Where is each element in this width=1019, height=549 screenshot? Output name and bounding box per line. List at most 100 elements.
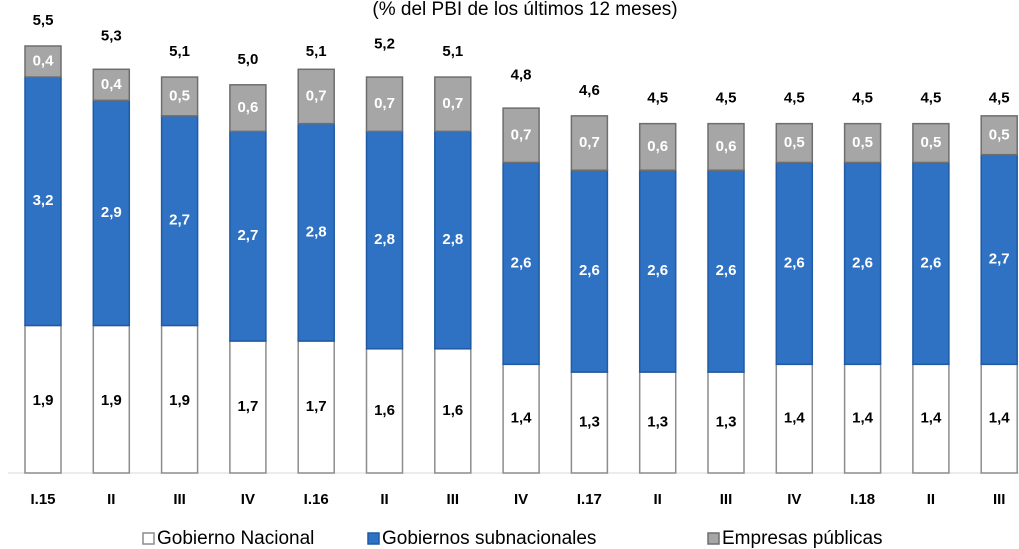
x-tick-label: II [654, 491, 662, 508]
total-label: 5,3 [101, 27, 122, 44]
x-tick-label: IV [787, 491, 801, 508]
x-tick-label: I.15 [30, 491, 55, 508]
bar-segment [638, 122, 677, 171]
legend-label: Gobierno Nacional [157, 528, 314, 549]
x-tick-label: II [380, 491, 388, 508]
bar-segment [638, 371, 677, 474]
x-tick-label: I.18 [850, 491, 875, 508]
bar-segment [229, 84, 267, 133]
bar-segment [980, 363, 1018, 474]
bar-segment [297, 68, 335, 125]
value-label: 0,5 [989, 126, 1010, 143]
value-label: 0,4 [33, 52, 55, 69]
bar-segment [707, 169, 745, 373]
value-label: 2,6 [784, 254, 805, 271]
value-label: 1,4 [511, 410, 533, 427]
x-tick-label: II [107, 491, 115, 508]
total-label: 4,5 [716, 90, 737, 107]
legend-swatch [142, 532, 155, 545]
bar-segment [775, 122, 814, 164]
x-tick-label: III [447, 491, 460, 508]
value-label: 0,7 [306, 87, 327, 104]
total-label: 5,1 [169, 43, 190, 60]
bar-segment [502, 107, 540, 164]
bar-segment [160, 324, 199, 474]
bar-segment [92, 324, 131, 474]
bar-segment [570, 169, 609, 373]
x-tick-label: III [720, 491, 733, 508]
total-label: 4,8 [511, 66, 532, 83]
bar-segment [24, 45, 62, 78]
legend-label: Gobiernos subnacionales [382, 528, 596, 549]
x-tick-label: III [173, 491, 186, 508]
x-tick-label: I.17 [577, 491, 602, 508]
value-label: 2,8 [374, 231, 395, 248]
total-label: 5,1 [442, 43, 463, 60]
value-label: 2,6 [511, 254, 532, 271]
bar-segment [365, 348, 404, 474]
total-label: 5,2 [374, 35, 395, 52]
bar-segment [707, 122, 745, 171]
bar-segment [912, 122, 950, 164]
value-label: 1,4 [784, 410, 806, 427]
bar-segment [24, 76, 62, 327]
value-label: 1,3 [647, 414, 668, 431]
value-label: 0,4 [101, 76, 123, 93]
value-label: 1,3 [579, 414, 600, 431]
total-label: 4,5 [647, 90, 668, 107]
value-label: 0,7 [511, 126, 532, 143]
bar-segment [365, 130, 404, 350]
bar-segment [502, 161, 540, 366]
value-label: 0,5 [920, 134, 941, 151]
value-label: 1,3 [716, 414, 737, 431]
value-label: 1,6 [442, 402, 463, 419]
bar-segment [980, 153, 1018, 366]
value-label: 0,7 [442, 95, 463, 112]
total-label: 4,6 [579, 82, 600, 99]
bar-segment [434, 348, 472, 474]
value-label: 2,9 [101, 204, 122, 221]
bar-segment [843, 122, 882, 164]
legend-swatch [367, 532, 380, 545]
value-label: 2,6 [852, 254, 873, 271]
bar-segment [434, 76, 472, 133]
x-tick-label: III [993, 491, 1006, 508]
value-label: 1,9 [33, 392, 54, 409]
value-label: 0,5 [852, 134, 873, 151]
total-label: 4,5 [852, 90, 873, 107]
bar-segment [92, 99, 131, 327]
value-label: 0,5 [784, 134, 805, 151]
bar-segment [980, 115, 1018, 156]
bar-segment [365, 76, 404, 133]
value-label: 1,4 [989, 410, 1011, 427]
total-label: 4,5 [920, 90, 941, 107]
bar-segment [92, 68, 131, 102]
total-label: 4,5 [989, 90, 1010, 107]
bar-segment [160, 115, 199, 327]
x-tick-label: IV [241, 491, 255, 508]
value-label: 1,9 [169, 392, 190, 409]
value-label: 0,6 [647, 138, 668, 155]
bar-segment [912, 363, 950, 474]
value-label: 2,6 [579, 262, 600, 279]
bar-segment [24, 324, 62, 474]
bar-segment [570, 115, 609, 171]
legend-label: Empresas públicas [722, 528, 883, 549]
total-label: 5,1 [306, 43, 327, 60]
bar-segment [229, 340, 267, 474]
value-label: 1,9 [101, 392, 122, 409]
value-label: 0,6 [716, 138, 737, 155]
x-tick-label: II [927, 491, 935, 508]
value-label: 1,7 [237, 398, 258, 415]
value-label: 2,6 [716, 262, 737, 279]
bar-segment [638, 169, 677, 373]
bar-segment [434, 130, 472, 350]
total-label: 4,5 [784, 90, 805, 107]
value-label: 2,7 [169, 212, 190, 229]
bar-segment [502, 363, 540, 474]
value-label: 2,8 [306, 223, 327, 240]
chart-subtitle: (% del PBI de los últimos 12 meses) [372, 0, 677, 20]
bar-segment [297, 340, 335, 474]
value-label: 0,5 [169, 87, 190, 104]
